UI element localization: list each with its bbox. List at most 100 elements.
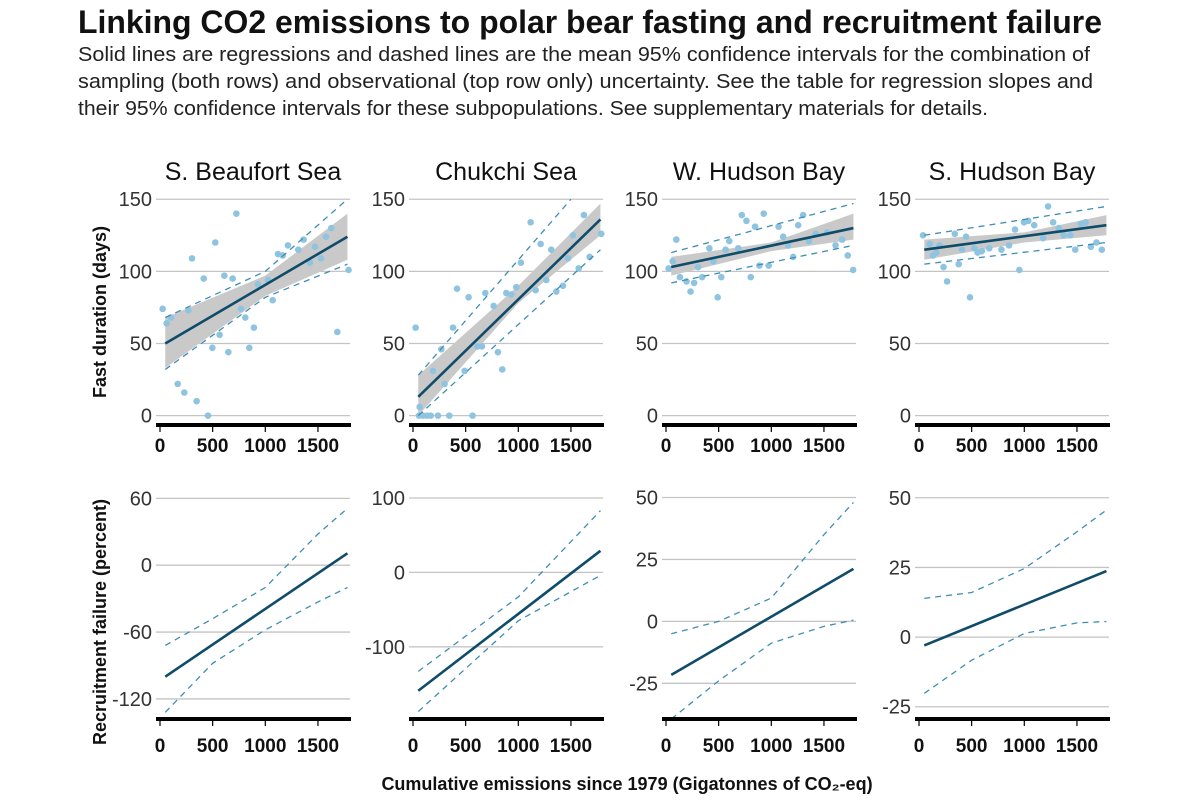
data-point [269, 296, 276, 304]
data-point [844, 252, 852, 259]
ci-upper-line [924, 509, 1107, 600]
data-point [453, 285, 461, 292]
data-point [328, 224, 335, 232]
data-point [1071, 246, 1079, 254]
data-point [254, 281, 262, 288]
y-tick-label: 25 [636, 549, 658, 571]
data-point [494, 348, 502, 356]
data-point [225, 348, 232, 356]
y-tick-label: 0 [900, 406, 911, 428]
regression-line [670, 226, 854, 269]
regression-line [164, 235, 349, 345]
data-point [747, 273, 755, 281]
data-point [1005, 242, 1013, 249]
data-point [1055, 224, 1063, 232]
y-tick-label: 0 [394, 406, 405, 428]
data-point [1030, 221, 1038, 229]
ci-lower-line [923, 620, 1107, 694]
data-point [580, 211, 588, 219]
data-point [427, 412, 434, 419]
panel-title: W. Hudson Bay [673, 158, 846, 186]
data-point [743, 217, 750, 225]
y-tick-label: 150 [119, 189, 152, 211]
y-tick-label: -60 [123, 622, 152, 644]
data-point [1082, 218, 1089, 226]
x-tick-label: 0 [408, 736, 419, 757]
bottom-subplot: -120 -60 0 60 0 500 1000 1500 [112, 488, 351, 757]
data-point [211, 239, 219, 246]
data-point [245, 344, 253, 352]
data-point [1016, 266, 1023, 274]
data-point [446, 412, 453, 419]
data-point [676, 273, 684, 281]
x-tick-label: 1000 [244, 436, 286, 457]
regression-line [924, 223, 1107, 251]
data-point [985, 244, 993, 252]
y-tick-label: 50 [636, 333, 658, 355]
ci-upper-line [164, 198, 348, 319]
data-point [775, 223, 782, 230]
y-tick-label: 100 [372, 261, 405, 283]
data-point [465, 294, 472, 301]
y-tick-label: 150 [372, 189, 405, 211]
y-tick-label: 100 [372, 488, 405, 510]
data-point [962, 233, 970, 241]
data-point [547, 246, 555, 254]
data-point [1039, 234, 1047, 242]
data-point [502, 289, 510, 297]
data-point [722, 246, 729, 254]
y-tick-label: 100 [119, 261, 152, 283]
data-point [345, 266, 352, 274]
data-point [569, 231, 577, 239]
data-point [498, 366, 506, 373]
data-point [553, 288, 560, 295]
ci-lower-line [164, 263, 348, 370]
data-point [932, 249, 940, 256]
data-point [832, 242, 839, 249]
y-tick-label: 0 [647, 406, 658, 428]
x-tick-label: 1500 [803, 436, 845, 457]
y-tick-label: 0 [900, 627, 911, 649]
y-tick-label: 60 [130, 488, 152, 510]
y-tick-label: 50 [636, 487, 658, 509]
x-tick-label: 1000 [497, 436, 539, 457]
data-point [188, 255, 196, 262]
data-point [512, 283, 520, 291]
y-tick-label: 150 [625, 189, 658, 211]
x-tick-label: 500 [956, 436, 988, 457]
x-tick-label: 500 [197, 736, 229, 757]
x-tick-label: 1500 [550, 736, 592, 757]
data-point [543, 276, 550, 284]
data-point [429, 367, 437, 375]
ci-lower-line [164, 586, 348, 713]
data-point [478, 343, 486, 350]
ci-lower-line [924, 241, 1107, 265]
data-point [181, 389, 188, 396]
data-point [317, 255, 325, 262]
panel-title: Chukchi Sea [435, 158, 577, 186]
data-point [794, 221, 802, 229]
data-point [665, 265, 672, 272]
data-point [441, 380, 448, 388]
data-point [1044, 203, 1052, 210]
data-point [204, 412, 212, 419]
x-tick-label: 1500 [550, 436, 592, 457]
data-point [706, 244, 713, 252]
ci-lower-line [417, 574, 601, 713]
data-point [564, 255, 572, 262]
x-tick-label: 0 [661, 436, 672, 457]
data-point [940, 263, 947, 271]
data-point [532, 286, 539, 294]
ci-upper-line [671, 202, 854, 254]
data-point [955, 260, 962, 268]
data-point [209, 344, 216, 352]
data-point [167, 314, 175, 321]
data-point [1098, 246, 1106, 254]
data-point [669, 257, 676, 265]
ci-lower-line [671, 244, 854, 284]
